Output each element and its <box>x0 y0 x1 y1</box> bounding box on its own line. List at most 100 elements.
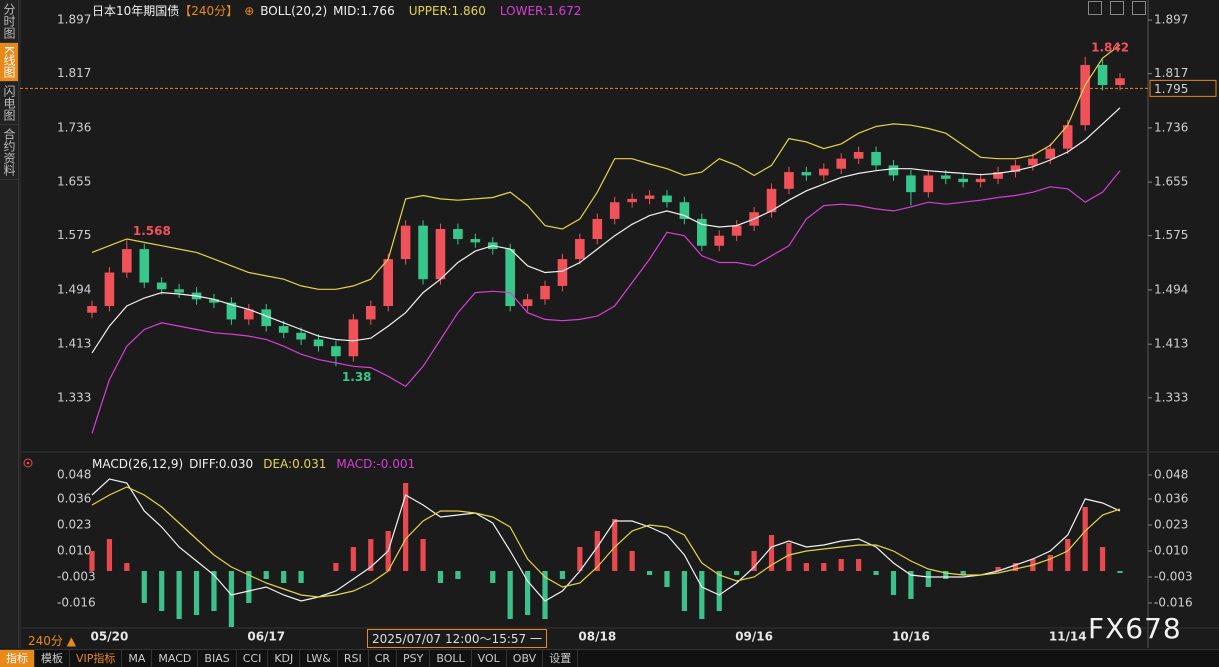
macd-bar <box>263 571 269 579</box>
candle-body <box>662 195 672 203</box>
toolbar-item[interactable]: VOL <box>472 650 507 667</box>
candle-body <box>975 178 986 183</box>
toolbar-item[interactable]: CCI <box>237 650 269 667</box>
macd-bar <box>490 571 496 583</box>
toolbar-item[interactable]: BIAS <box>198 650 237 667</box>
chart-canvas: 1.333 1.333 1.413 1.413 1.494 1.494 1.575 1.575… <box>19 0 1219 648</box>
y-tick-label: 0.010 <box>57 544 91 558</box>
candle-body <box>714 235 725 246</box>
toolbar-item[interactable]: VIP指标 <box>70 650 123 667</box>
boll-line <box>91 44 1121 290</box>
candle-body <box>801 172 812 176</box>
macd-bar <box>699 571 705 619</box>
candle-body <box>592 218 603 240</box>
macd-bar <box>1117 571 1123 573</box>
period[interactable]: 【240分】 <box>179 4 239 18</box>
macd-bar <box>193 571 200 615</box>
y-tick-label: 1.817 <box>1154 66 1188 80</box>
macd-bar <box>420 539 426 571</box>
x-tick-label: 06/17 <box>247 630 285 644</box>
candle-body <box>87 306 97 313</box>
macd-bar <box>141 571 147 603</box>
macd-bar <box>524 571 531 615</box>
macd-bar <box>403 483 409 571</box>
y-tick-label: 0.023 <box>57 518 91 532</box>
macd-bar <box>1082 507 1088 571</box>
macd-bar <box>856 559 862 571</box>
tab[interactable]: 合约资料 <box>0 125 18 180</box>
macd-bar <box>228 571 235 627</box>
macd-bar <box>1099 547 1106 571</box>
candle-body <box>1062 125 1073 149</box>
legend-entry: LOWER:1.672 <box>499 3 582 18</box>
candle-body <box>766 188 777 213</box>
macd-bar <box>594 531 600 571</box>
macd-bar <box>681 571 688 611</box>
macd-bar <box>211 571 217 611</box>
tab[interactable]: 闪电图 <box>0 82 18 125</box>
macd-bar <box>995 567 1001 571</box>
candle-body <box>122 249 132 273</box>
toolbar-item[interactable]: 模板 <box>35 650 70 667</box>
toolbar-item[interactable]: BOLL <box>430 650 472 667</box>
candle-body <box>313 339 324 347</box>
indicator-name[interactable]: BOLL(20,2) <box>260 3 328 18</box>
toolbar-item[interactable]: 指标 <box>0 650 35 667</box>
window-button[interactable] <box>1110 1 1124 15</box>
candle-body <box>296 332 306 340</box>
toolbar-item[interactable]: RSI <box>338 650 369 667</box>
tab[interactable]: K线图 <box>0 43 18 82</box>
add-icon[interactable]: ⊕ <box>244 3 255 18</box>
candle-body <box>627 198 637 203</box>
macd-bar <box>890 571 897 595</box>
y-tick-label: 1.817 <box>57 66 91 80</box>
x-tick-label: 05/20 <box>91 630 129 644</box>
price-tag-label: 1.795 <box>1154 82 1188 96</box>
y-tick-label: 0.036 <box>57 492 91 506</box>
toolbar-item[interactable]: MACD <box>152 650 199 667</box>
macd-bar <box>716 571 722 611</box>
toolbar-item[interactable]: LW& <box>300 650 338 667</box>
toolbar-item[interactable]: CR <box>369 650 398 667</box>
y-tick-label: -0.003 <box>57 570 96 584</box>
price-header: 日本10年期国债 【240分】 ⊕ BOLL(20,2) MID:1.766 UP… <box>92 2 581 19</box>
macd-bar <box>943 571 949 579</box>
indicator-name[interactable]: MACD(26,12,9) <box>92 457 184 471</box>
candle-body <box>557 259 568 286</box>
macd-bar <box>838 559 844 571</box>
y-tick-label: 1.655 <box>1154 175 1188 189</box>
candle-body <box>697 218 707 246</box>
period-switch[interactable]: 240分 ▲ <box>28 634 76 648</box>
macd-bar <box>176 571 182 619</box>
y-tick-label: 1.575 <box>57 228 91 242</box>
y-tick-label: 1.413 <box>1154 337 1188 351</box>
x-tick-label: 08/18 <box>578 630 616 644</box>
window-button[interactable] <box>1132 1 1146 15</box>
toolbar-item[interactable]: PSY <box>397 650 431 667</box>
macd-bar <box>106 539 113 571</box>
y-tick-label: 0.023 <box>1154 518 1188 532</box>
y-tick-label: 1.413 <box>57 337 91 351</box>
sidebar: 分时图 K线图 闪电图 合约资料 <box>0 0 19 648</box>
toolbar-item[interactable]: MA <box>122 650 153 667</box>
legend: MID:1.766 UPPER:1.860 LOWER:1.672 <box>333 4 581 18</box>
candle-body <box>331 346 341 357</box>
candle-body <box>1115 78 1125 86</box>
crosshair-time: 2025/07/07 12:00～15:57 一 <box>367 629 547 648</box>
toolbar-item[interactable]: OBV <box>507 650 544 667</box>
macd-bar <box>646 571 653 575</box>
tab[interactable]: 分时图 <box>0 0 18 43</box>
toolbar-item[interactable]: 设置 <box>543 650 579 667</box>
macd-bar <box>1047 555 1053 571</box>
macd-header: MACD(26,12,9) DIFF:0.030 DEA:0.031 MACD:-0… <box>92 457 415 471</box>
candle-body <box>156 282 167 290</box>
boll-line <box>91 107 1121 354</box>
toolbar-item[interactable]: KDJ <box>268 650 301 667</box>
candle-body <box>400 225 411 260</box>
window-button[interactable] <box>1088 1 1102 15</box>
macd-bar <box>577 547 583 571</box>
candle-body <box>435 228 446 280</box>
candle-body <box>923 175 934 193</box>
settings-icon[interactable] <box>23 458 33 468</box>
candle-body <box>244 309 254 320</box>
